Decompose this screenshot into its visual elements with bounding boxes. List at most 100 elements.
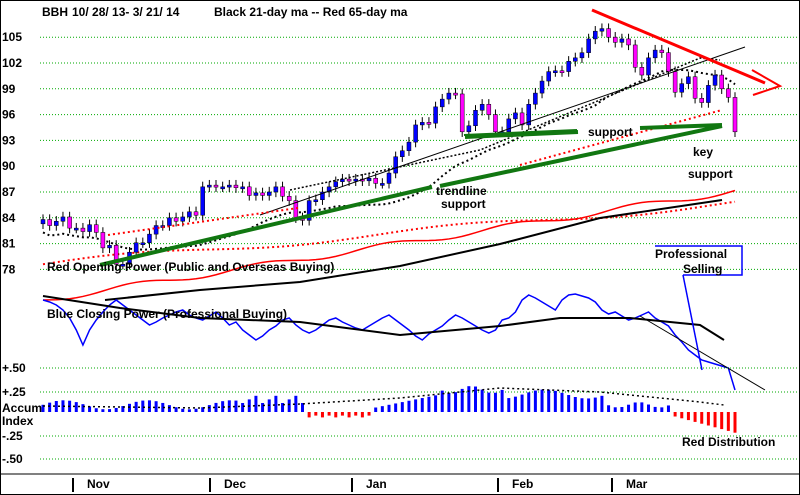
accum-bar [340, 412, 344, 416]
accum-bar [101, 409, 105, 412]
accum-bar [88, 406, 92, 412]
accum-bar [61, 400, 65, 412]
candle-body [40, 219, 46, 225]
trendline-annotation: support [441, 197, 486, 211]
candle-body [386, 172, 392, 184]
accum-bar [400, 402, 404, 412]
red-dotted-support [107, 207, 299, 236]
candle-body [533, 92, 538, 105]
accum-bar [201, 407, 205, 412]
price-tick-label: 81 [2, 237, 16, 251]
accum-bar [320, 412, 324, 418]
accum-bar [154, 401, 158, 412]
professional-selling-box [655, 245, 743, 276]
month-label: Dec [224, 477, 246, 491]
green-trendline-upper [439, 124, 723, 188]
accum-bar [114, 407, 118, 412]
candle-body [247, 186, 252, 196]
accum-bar [287, 399, 291, 412]
candle-body [546, 71, 551, 82]
accum-bar [620, 407, 624, 412]
candle-body [380, 183, 385, 186]
candle-body [280, 186, 285, 197]
candle-body [54, 220, 59, 226]
candle-body [67, 216, 72, 229]
candle-body [400, 150, 405, 157]
accum-bar [440, 390, 444, 412]
accum-bar [467, 386, 471, 412]
candle-body [193, 211, 199, 216]
candle-body [446, 92, 452, 100]
candle-body [393, 156, 398, 174]
accum-tick-label: -.25 [2, 429, 23, 443]
candle-body [366, 177, 372, 182]
accum-bar [128, 403, 131, 412]
accum-bar [560, 392, 564, 412]
accum-bar [693, 412, 697, 422]
accum-bar [713, 412, 717, 428]
candle-body [107, 245, 112, 249]
candle-body [453, 92, 458, 96]
candle-body [626, 38, 631, 46]
opening-power-ma [104, 199, 723, 301]
accum-bar [281, 403, 285, 412]
candle-body [479, 104, 485, 111]
candle-body [133, 242, 139, 253]
accum-bar [627, 404, 631, 412]
candle-body [213, 184, 219, 188]
candle-body [353, 178, 358, 182]
accum-bar [540, 389, 544, 412]
candle-body [473, 110, 478, 127]
candle-body [699, 98, 704, 103]
accum-bar [580, 398, 584, 412]
accum-bar [414, 399, 418, 412]
candle-body [599, 28, 605, 32]
candle-body [420, 122, 425, 126]
accum-bar [394, 403, 398, 412]
accum-bar [374, 407, 378, 412]
candle-body [147, 233, 152, 243]
trendline-annotation: trendline [436, 184, 487, 198]
accum-bar [460, 388, 464, 412]
candle-body [732, 97, 738, 133]
closing-power-line [42, 293, 736, 391]
accum-bar [167, 405, 171, 412]
support-annotation: support [588, 125, 633, 139]
candle-body [639, 67, 645, 76]
candle-body [93, 224, 99, 233]
candle-body [539, 80, 545, 94]
ma-legend-label: Black 21-day ma -- Red 65-day ma [214, 5, 408, 19]
accum-bar [74, 402, 78, 412]
professional-selling-label: Professional [655, 247, 727, 261]
accum-bar [533, 390, 537, 412]
accum-bar [633, 402, 637, 412]
closing-power-trendline [639, 315, 766, 391]
accum-bar [553, 390, 557, 412]
accum-bar [214, 402, 218, 412]
candle-body [646, 57, 651, 76]
accum-bar [407, 400, 411, 412]
candle-body [586, 38, 591, 53]
accum-bar [647, 404, 650, 412]
accum-bar [593, 397, 597, 412]
candle-body [692, 76, 698, 99]
accum-bar [48, 402, 52, 412]
candle-body [672, 71, 678, 93]
accum-bar [161, 402, 165, 412]
accum-bar [174, 407, 178, 412]
accum-bar [500, 389, 504, 412]
candle-body [200, 186, 205, 216]
candle-body [266, 191, 272, 196]
candle-body [719, 74, 724, 90]
candle-body [706, 85, 711, 103]
candle-body [506, 118, 512, 133]
candle-body [253, 192, 259, 196]
candle-body [180, 216, 185, 222]
month-label: Mar [626, 477, 648, 491]
accum-bar [261, 403, 265, 412]
resistance-line [591, 8, 766, 85]
candle-body [227, 184, 232, 188]
thin-trendline [259, 46, 746, 216]
candle-body [220, 186, 225, 190]
candle-body [666, 52, 671, 72]
